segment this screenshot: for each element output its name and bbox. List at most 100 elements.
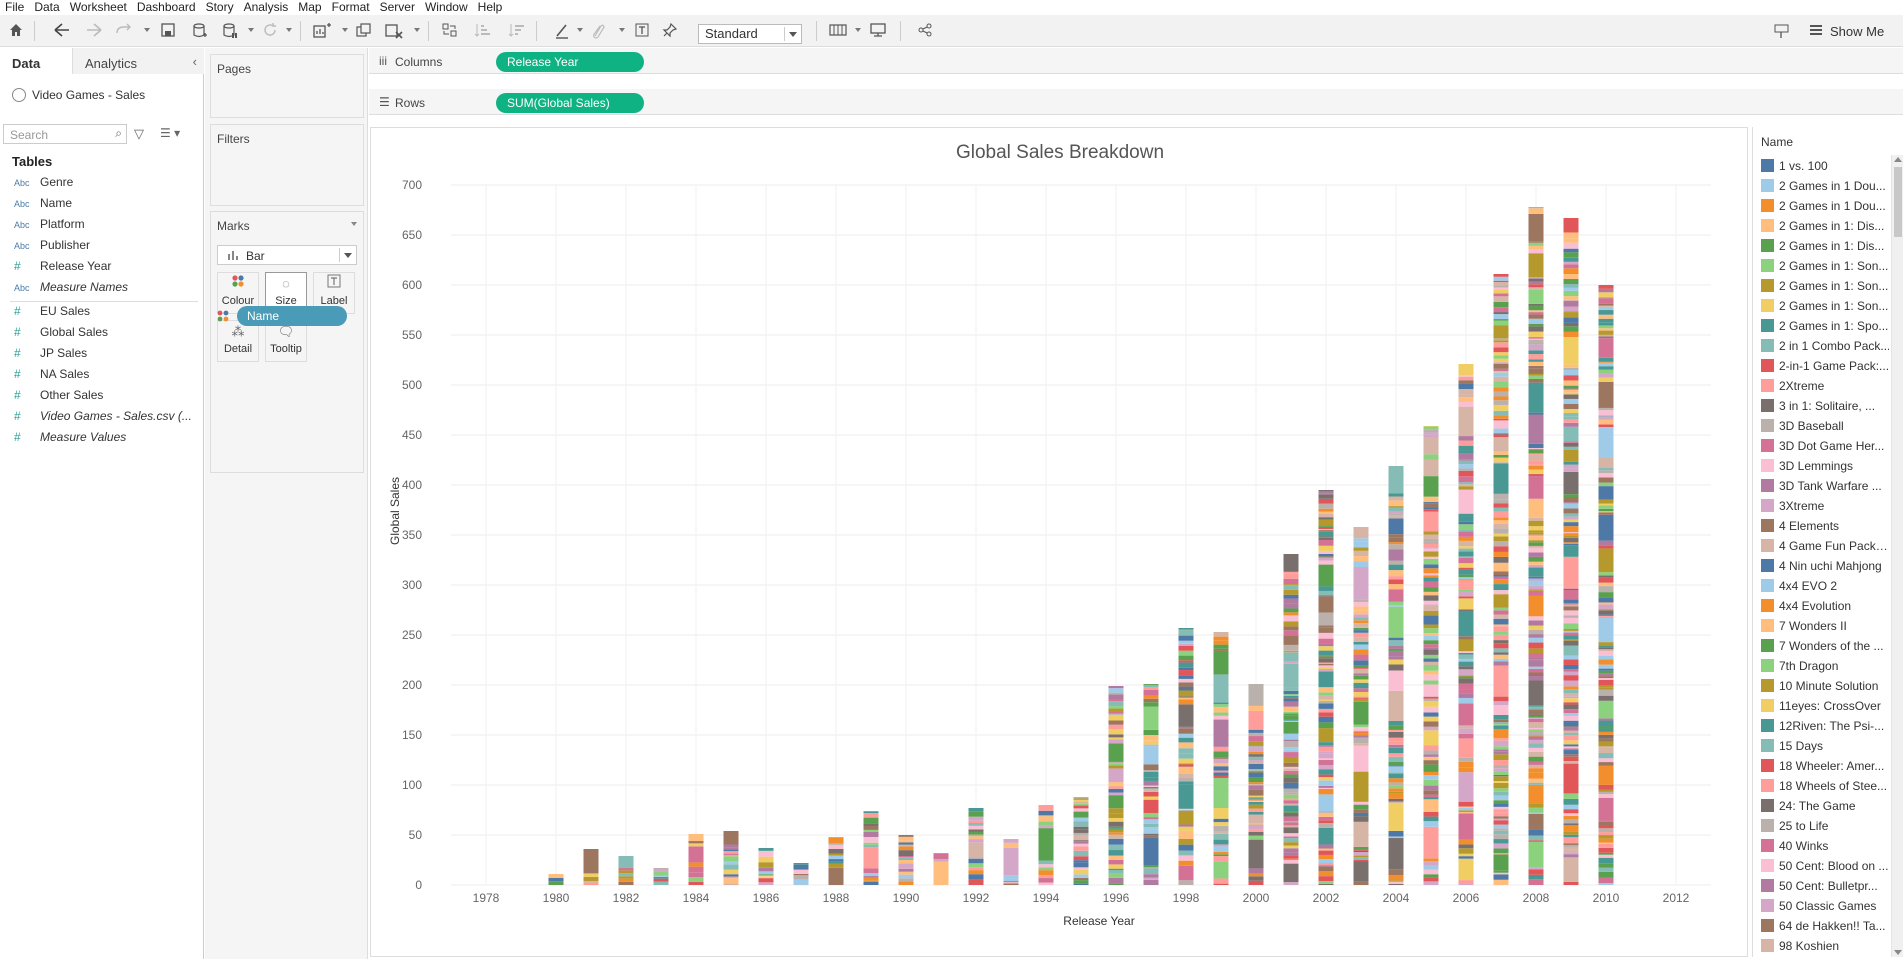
bar-segment[interactable]	[1108, 859, 1124, 865]
bar-segment[interactable]	[1458, 551, 1474, 557]
bar-segment[interactable]	[1423, 706, 1439, 713]
bar-segment[interactable]	[1528, 676, 1544, 681]
bar-segment[interactable]	[1423, 760, 1439, 765]
bar-segment[interactable]	[1598, 673, 1614, 677]
bar-segment[interactable]	[828, 853, 844, 856]
bar-segment[interactable]	[1318, 876, 1334, 882]
bar-segment[interactable]	[1458, 848, 1474, 854]
bar-segment[interactable]	[1283, 794, 1299, 799]
bar-segment[interactable]	[1493, 362, 1509, 364]
bar-segment[interactable]	[1423, 577, 1439, 582]
bar-segment[interactable]	[828, 837, 844, 843]
bar-segment[interactable]	[1563, 760, 1579, 764]
bar-segment[interactable]	[1493, 371, 1509, 373]
bar-segment[interactable]	[1248, 798, 1264, 801]
bar-segment[interactable]	[1003, 842, 1019, 848]
bar-segment[interactable]	[1563, 606, 1579, 611]
bar-segment[interactable]	[1318, 656, 1334, 659]
bar-segment[interactable]	[1353, 673, 1369, 676]
bar-segment[interactable]	[1493, 839, 1509, 844]
bar-segment[interactable]	[1493, 576, 1509, 580]
bar-segment[interactable]	[1493, 643, 1509, 649]
bar-segment[interactable]	[1563, 261, 1579, 265]
bar-segment[interactable]	[1528, 338, 1544, 340]
bar-segment[interactable]	[1458, 482, 1474, 485]
bar-segment[interactable]	[1493, 654, 1509, 659]
bar-segment[interactable]	[1528, 829, 1544, 836]
bar-segment[interactable]	[1598, 758, 1614, 763]
bar-segment[interactable]	[1073, 805, 1089, 809]
bar-segment[interactable]	[1283, 608, 1299, 613]
bar[interactable]	[1143, 684, 1159, 885]
bar-segment[interactable]	[1178, 766, 1194, 768]
bar-segment[interactable]	[1563, 852, 1579, 855]
bar-segment[interactable]	[1458, 460, 1474, 465]
bar-segment[interactable]	[1318, 550, 1334, 554]
bar-segment[interactable]	[1563, 389, 1579, 393]
bar-segment[interactable]	[1283, 770, 1299, 775]
bar-segment[interactable]	[968, 811, 984, 817]
bar-segment[interactable]	[1598, 416, 1614, 420]
bar-segment[interactable]	[1528, 382, 1544, 413]
bar-segment[interactable]	[1318, 699, 1334, 701]
bar-segment[interactable]	[1598, 457, 1614, 468]
bar-segment[interactable]	[1283, 663, 1299, 688]
bar-segment[interactable]	[1178, 880, 1194, 885]
bar-segment[interactable]	[1598, 328, 1614, 331]
new-worksheet-icon[interactable]	[312, 22, 332, 40]
bar-segment[interactable]	[1493, 751, 1509, 755]
bar-segment[interactable]	[1353, 601, 1369, 607]
bar-segment[interactable]	[1598, 499, 1614, 504]
bar-segment[interactable]	[1248, 705, 1264, 711]
bar-segment[interactable]	[898, 846, 914, 851]
bar-segment[interactable]	[1458, 853, 1474, 857]
bar-segment[interactable]	[1108, 844, 1124, 851]
bar-segment[interactable]	[1318, 526, 1334, 529]
bar-segment[interactable]	[1598, 325, 1614, 329]
filters-card[interactable]: Filters	[210, 124, 364, 206]
bar-segment[interactable]	[1598, 700, 1614, 719]
detail-button[interactable]: ⁂ Detail	[217, 320, 259, 362]
scroll-down-icon[interactable]	[1894, 950, 1902, 955]
bar[interactable]	[1038, 805, 1054, 885]
bar-segment[interactable]	[1493, 640, 1509, 644]
bar-segment[interactable]	[618, 876, 634, 879]
bar-segment[interactable]	[1528, 747, 1544, 752]
bar-segment[interactable]	[1423, 826, 1439, 859]
bar-segment[interactable]	[758, 850, 774, 857]
bar-segment[interactable]	[1178, 809, 1194, 811]
bar-segment[interactable]	[1283, 695, 1299, 698]
bar-segment[interactable]	[1563, 713, 1579, 716]
bar-segment[interactable]	[1388, 573, 1404, 577]
bar-segment[interactable]	[1318, 751, 1334, 754]
bar-segment[interactable]	[1388, 729, 1404, 732]
bar-segment[interactable]	[1493, 614, 1509, 619]
bar-segment[interactable]	[1493, 307, 1509, 313]
bar-segment[interactable]	[1528, 344, 1544, 351]
legend-item[interactable]: 64 de Hakken!! Ta...	[1759, 916, 1889, 936]
bar-segment[interactable]	[1528, 208, 1544, 214]
field-name[interactable]: Abc Name	[14, 196, 200, 214]
bar-segment[interactable]	[1388, 869, 1404, 876]
bar-segment[interactable]	[1423, 799, 1439, 810]
bar-segment[interactable]	[1003, 875, 1019, 879]
bar-segment[interactable]	[1493, 848, 1509, 854]
bar-segment[interactable]	[1493, 451, 1509, 455]
legend-item[interactable]: 2 in 1 Combo Pack...	[1759, 336, 1889, 356]
bar-segment[interactable]	[1528, 652, 1544, 658]
bar-segment[interactable]	[1318, 511, 1334, 514]
bar-segment[interactable]	[1598, 794, 1614, 798]
field-platform[interactable]: Abc Platform	[14, 217, 200, 235]
bar-segment[interactable]	[1283, 882, 1299, 885]
bar-segment[interactable]	[1458, 757, 1474, 762]
bar-segment[interactable]	[1318, 646, 1334, 651]
bar-segment[interactable]	[1318, 823, 1334, 828]
bar-segment[interactable]	[1563, 543, 1579, 546]
bar-segment[interactable]	[1458, 459, 1474, 461]
bar-segment[interactable]	[898, 881, 914, 885]
bar-segment[interactable]	[1563, 689, 1579, 694]
bar-segment[interactable]	[1178, 697, 1194, 700]
bar-segment[interactable]	[1388, 741, 1404, 745]
bar-segment[interactable]	[1353, 696, 1369, 698]
bar-segment[interactable]	[1598, 285, 1614, 289]
